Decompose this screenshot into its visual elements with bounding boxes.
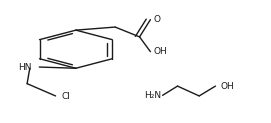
Text: OH: OH xyxy=(221,82,235,91)
Text: H₂N: H₂N xyxy=(144,91,161,100)
Text: HN: HN xyxy=(18,62,31,72)
Text: OH: OH xyxy=(154,47,167,56)
Text: Cl: Cl xyxy=(62,92,71,101)
Text: O: O xyxy=(154,15,161,24)
